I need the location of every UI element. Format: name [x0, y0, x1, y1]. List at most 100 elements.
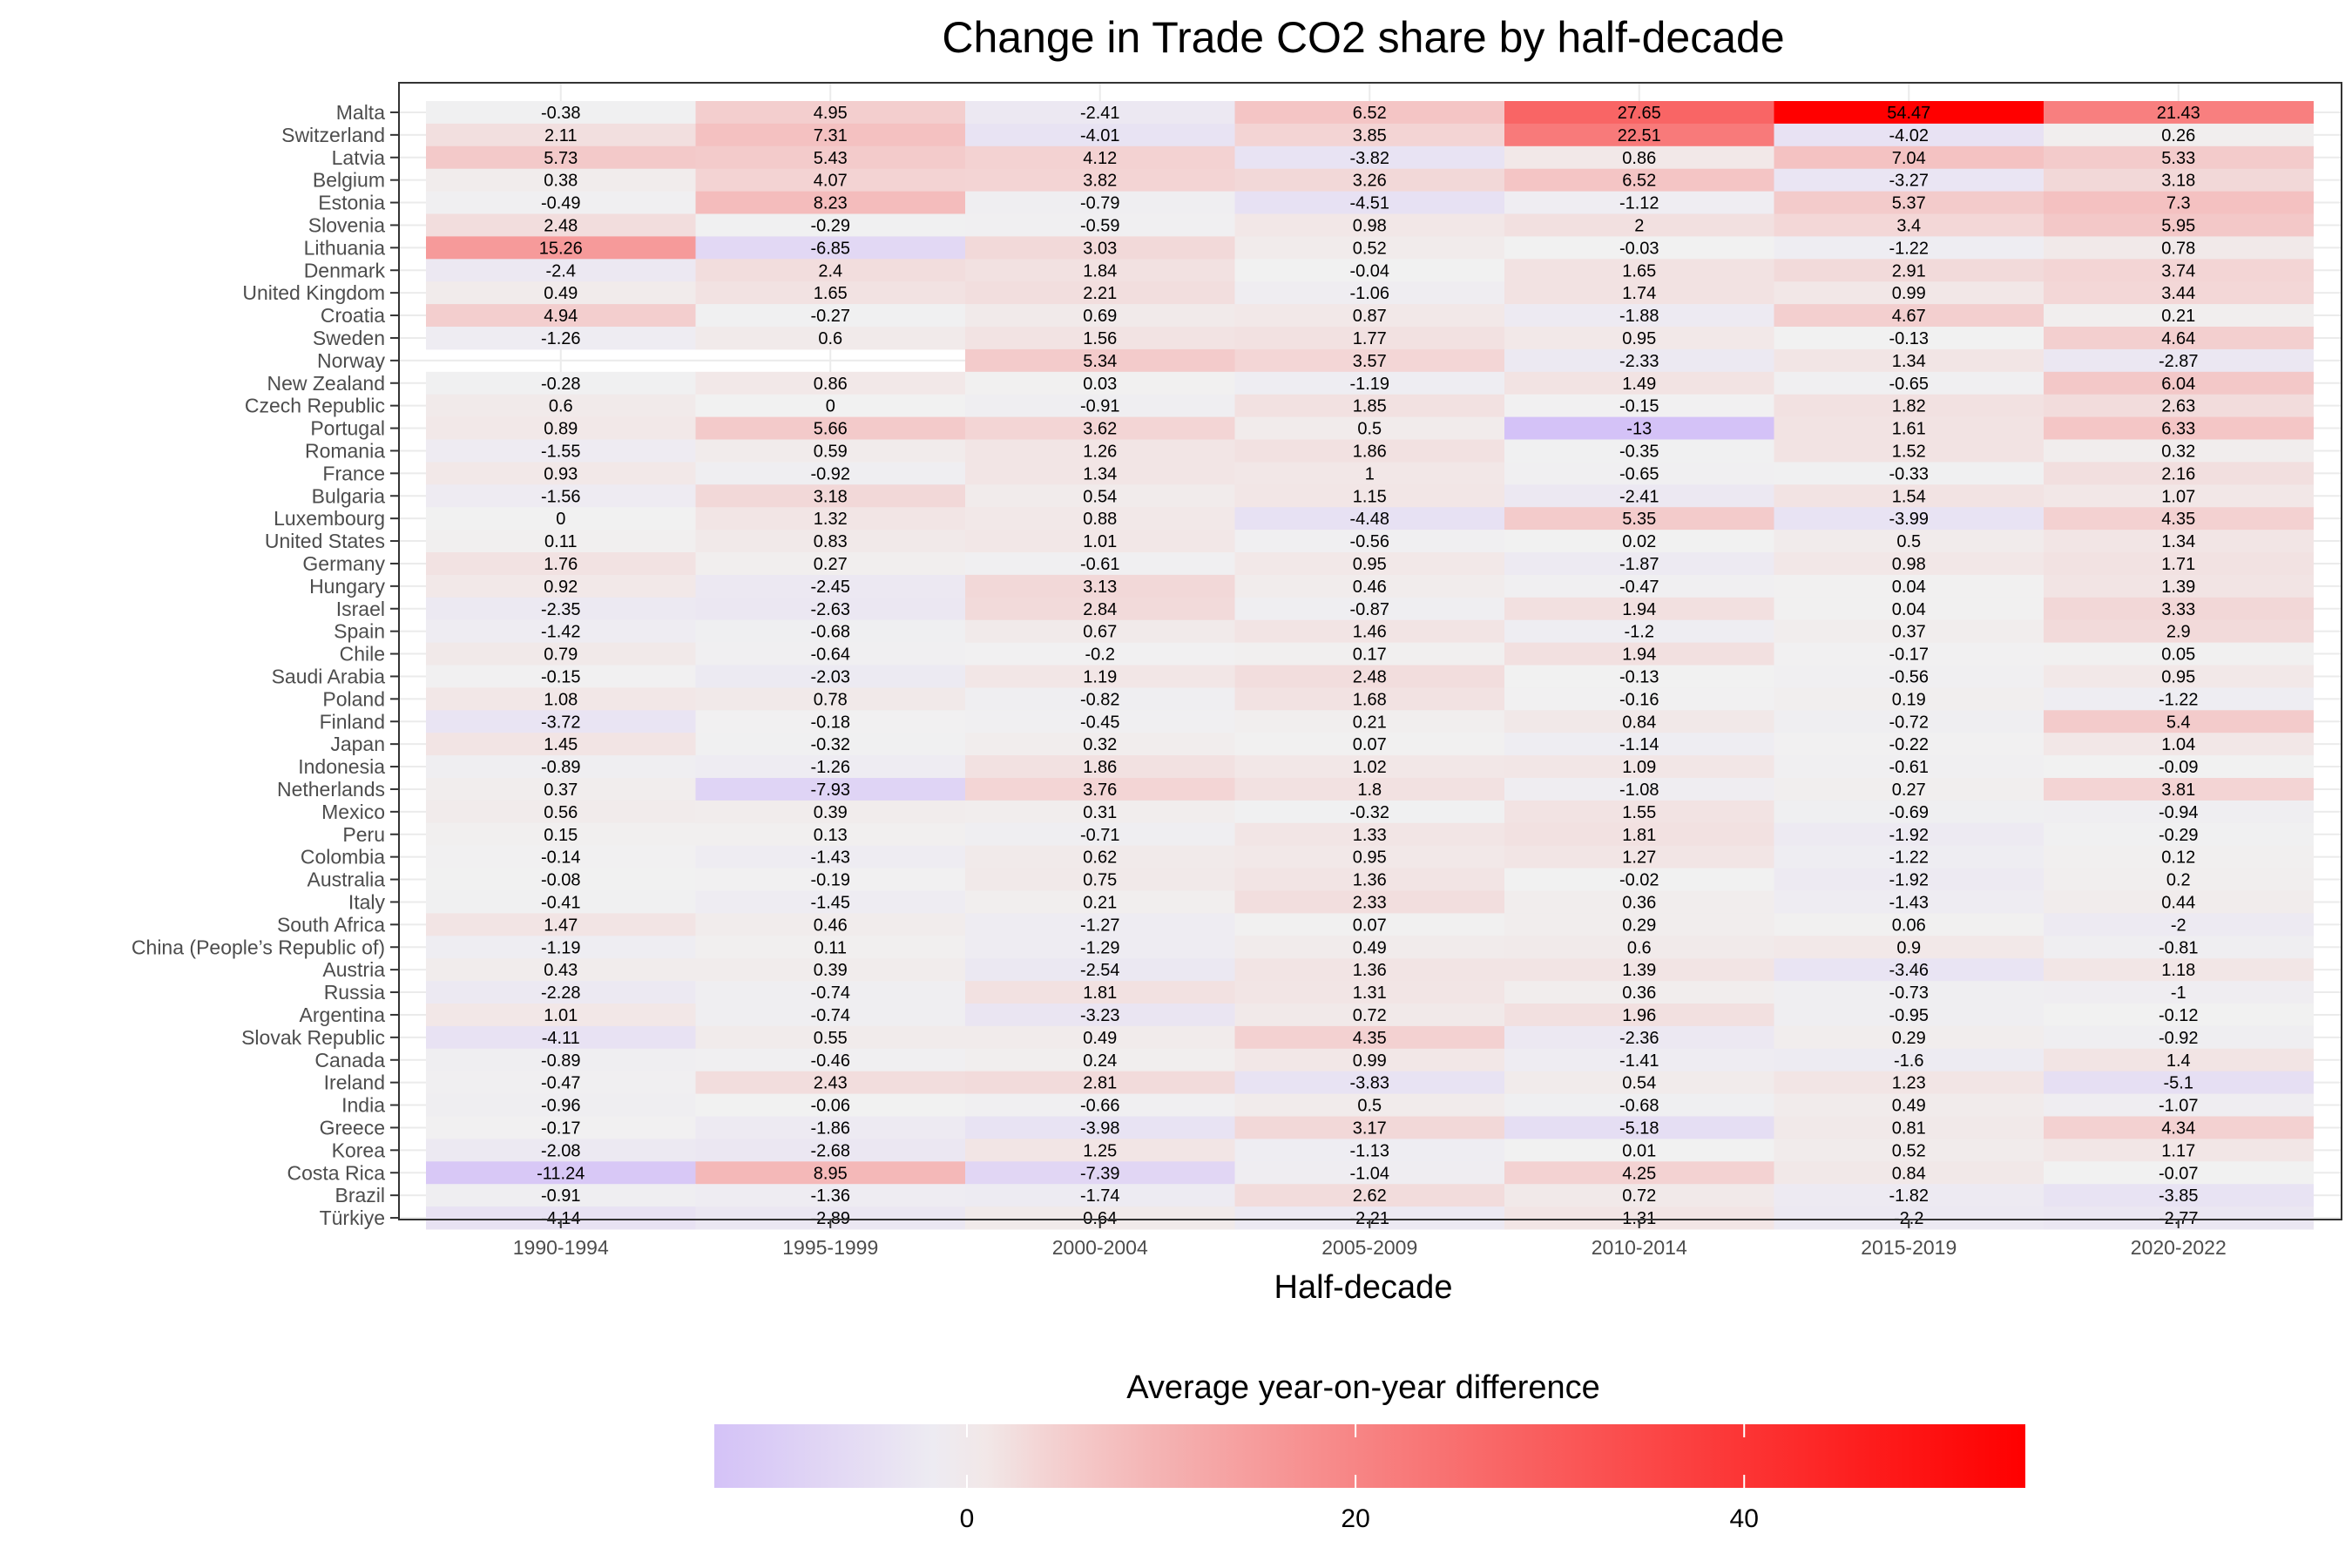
heatmap-cell	[426, 733, 696, 756]
cell-value-label: -3.83	[1349, 1074, 1389, 1093]
cell-value-label: 1.65	[1622, 261, 1656, 280]
heatmap-cell	[695, 642, 966, 666]
y-tick-label: India	[341, 1094, 385, 1117]
cell-value-label: -0.59	[1080, 216, 1120, 235]
cell-value-label: -1.04	[1349, 1164, 1389, 1183]
cell-value-label: 0.83	[814, 532, 848, 551]
cell-value-label: -1.42	[541, 623, 581, 642]
heatmap-cell	[1504, 304, 1774, 328]
cell-value-label: -0.32	[1349, 803, 1389, 822]
cell-value-label: -0.68	[810, 623, 850, 642]
cell-value-label: 5.35	[1622, 510, 1656, 529]
heatmap-cell	[426, 145, 696, 170]
cell-value-label: 3.4	[1896, 216, 1921, 235]
cell-value-label: 6.04	[2161, 375, 2195, 394]
heatmap-cell	[1234, 552, 1505, 576]
cell-value-label: 1.86	[1353, 442, 1387, 461]
heatmap-cell	[695, 619, 966, 644]
heatmap-cell	[2044, 281, 2314, 305]
heatmap-cell	[1504, 710, 1774, 733]
cell-value-label: -4.48	[1349, 510, 1389, 529]
heatmap-cell	[1774, 168, 2044, 193]
y-tick-label: Norway	[317, 349, 385, 372]
heatmap-cell	[2044, 259, 2314, 282]
heatmap-cell	[1504, 1116, 1774, 1139]
heatmap-cell	[2044, 371, 2314, 395]
heatmap-cell	[965, 597, 1235, 621]
cell-value-label: -2.35	[541, 600, 581, 619]
heatmap-cell	[695, 236, 966, 260]
heatmap-cell	[965, 123, 1235, 147]
heatmap-cell	[1504, 348, 1774, 373]
cell-value-label: 0	[556, 510, 565, 529]
cell-value-label: 1.54	[1892, 487, 1926, 506]
heatmap-cell	[695, 958, 966, 982]
cell-value-label: -1.08	[1619, 781, 1659, 800]
cell-value-label: -0.91	[541, 1186, 581, 1206]
cell-value-label: -0.06	[810, 1097, 850, 1116]
cell-value-label: -1.92	[1889, 826, 1929, 845]
heatmap-cell	[695, 822, 966, 847]
cell-value-label: 0.29	[1892, 1029, 1926, 1048]
cell-value-label: -0.04	[1349, 261, 1389, 280]
cell-value-label: -0.28	[541, 375, 581, 394]
heatmap-cell	[426, 936, 696, 959]
y-tick-label: Netherlands	[277, 778, 385, 801]
heatmap-cell	[1234, 687, 1505, 711]
heatmap-cell	[2044, 687, 2314, 711]
heatmap-cell	[965, 1004, 1235, 1027]
cell-value-label: 0.52	[1353, 239, 1387, 258]
heatmap-cell	[695, 1025, 966, 1050]
cell-value-label: -1.82	[1889, 1186, 1929, 1206]
cell-value-label: -1.74	[1080, 1186, 1120, 1206]
heatmap-cell	[1774, 394, 2044, 418]
cell-value-label: -2.68	[810, 1141, 850, 1160]
cell-value-label: 1.81	[1083, 983, 1117, 1003]
cell-value-label: 0.86	[814, 375, 848, 394]
heatmap-cell	[1504, 733, 1774, 756]
cell-value-label: -0.56	[1349, 532, 1389, 551]
y-tick-label: Slovak Republic	[241, 1026, 385, 1049]
heatmap-cell	[695, 394, 966, 418]
cell-value-label: 2.63	[2161, 397, 2195, 416]
cell-value-label: 0.04	[1892, 578, 1926, 597]
cell-value-label: 3.18	[2161, 172, 2195, 191]
heatmap-cell	[1234, 416, 1505, 440]
cell-value-label: 1.47	[544, 916, 578, 935]
cell-value-label: 7.31	[814, 126, 848, 145]
heatmap-cell	[695, 890, 966, 914]
heatmap-cell	[965, 281, 1235, 305]
cell-value-label: -0.18	[810, 713, 850, 732]
heatmap-cell	[1774, 101, 2044, 125]
cell-value-label: 0.03	[1083, 375, 1117, 394]
cell-value-label: -0.17	[541, 1119, 581, 1138]
heatmap-cell	[695, 868, 966, 891]
cell-value-label: -2.41	[1080, 104, 1120, 123]
heatmap-cell	[1234, 304, 1505, 328]
cell-value-label: -1.2	[1625, 623, 1654, 642]
heatmap-cell	[426, 1161, 696, 1185]
cell-value-label: 1.77	[1353, 329, 1387, 348]
heatmap-cell	[1774, 890, 2044, 914]
cell-value-label: 4.12	[1083, 149, 1117, 168]
heatmap-cell	[695, 687, 966, 711]
heatmap-cell	[2044, 394, 2314, 418]
cell-value-label: 0.98	[1353, 216, 1387, 235]
heatmap-cell	[1504, 1184, 1774, 1207]
cell-value-label: 0.19	[1892, 690, 1926, 709]
cell-value-label: 0.17	[1353, 645, 1387, 665]
heatmap-cell	[1234, 462, 1505, 485]
cell-value-label: 6.52	[1622, 172, 1656, 191]
cell-value-label: -2.08	[541, 1141, 581, 1160]
heatmap-cell	[965, 327, 1235, 350]
cell-value-label: 3.18	[814, 487, 848, 506]
cell-value-label: 4.95	[814, 104, 848, 123]
heatmap-cell	[695, 552, 966, 576]
heatmap-cell	[1234, 191, 1505, 214]
heatmap-cell	[1504, 642, 1774, 666]
cell-value-label: 1.61	[1892, 420, 1926, 439]
heatmap-cell	[1504, 1025, 1774, 1050]
cell-value-label: -0.82	[1080, 690, 1120, 709]
cell-value-label: -1.45	[810, 893, 850, 912]
cell-value-label: -0.79	[1080, 194, 1120, 213]
